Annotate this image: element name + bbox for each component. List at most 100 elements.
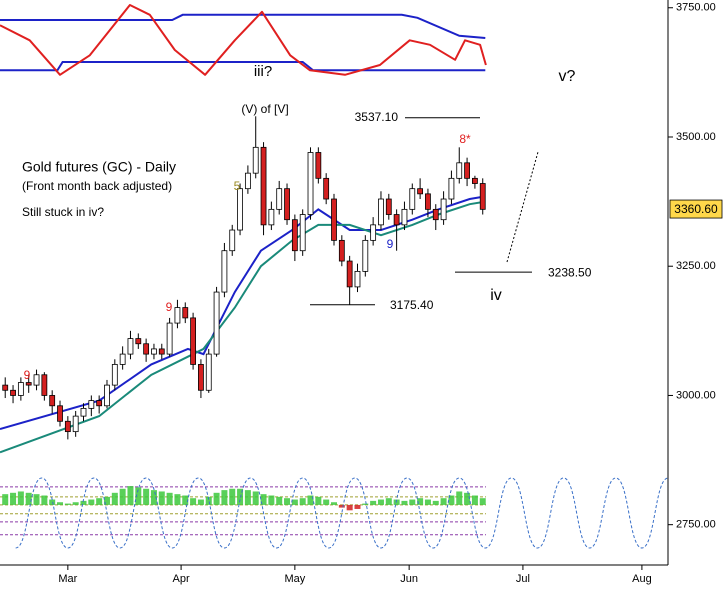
histogram-bar [166,492,173,505]
histogram-bar [158,491,165,505]
histogram-bar [260,494,267,505]
histogram-bar [182,495,189,505]
histogram-bar [291,499,298,505]
candle-body [260,146,267,226]
candle-body [127,338,134,355]
histogram-bar [205,496,212,505]
wave-label: v? [559,68,576,85]
histogram-bar [464,492,471,505]
lower-band [0,61,486,72]
histogram-bar [64,503,71,505]
y-tick-label: 3750.00 [676,2,716,14]
candle-body [268,208,275,226]
wave-label: 8* [459,132,471,146]
histogram-bar [2,494,9,505]
histogram-bar [213,492,220,505]
candle-body [190,317,196,365]
candle-body [479,183,486,210]
x-tick-label: May [284,573,305,585]
histogram-bar [448,495,455,505]
histogram-bar [315,496,322,505]
histogram-bar [409,499,416,505]
histogram-bar [88,499,95,505]
candle-body [213,291,220,355]
histogram-bar [80,500,87,505]
histogram-bar [299,498,306,505]
candle-body [440,198,447,221]
histogram-bar [471,495,478,505]
candle-body [432,208,439,221]
candle-body [315,152,322,179]
chart-note: Still stuck in iv? [22,205,104,219]
oscillator-line [0,4,487,76]
histogram-bar [49,499,56,505]
histogram-bar [432,500,439,505]
candle-body [276,188,283,210]
histogram-bar [284,498,291,505]
level-label: 3537.10 [355,110,399,124]
candle-body [143,343,150,355]
candle-body [354,270,361,288]
moving-average [0,200,486,454]
candle-body [393,214,400,226]
candle-body [64,420,71,433]
histogram-bar [10,492,17,505]
histogram-bar [197,499,204,505]
histogram-bar [377,499,384,505]
histogram-bar [362,503,369,505]
candle-body [119,353,126,365]
candle-body [338,239,345,262]
histogram-bar [385,498,392,505]
candle-body [166,322,173,355]
candle-body [80,407,87,417]
candle-body [10,389,16,396]
candle-body [346,260,353,288]
candle-body [205,353,212,391]
histogram-bar [354,504,361,509]
candle-body [17,382,24,396]
wave-label: 9 [387,237,394,251]
y-tick-label: 2750.00 [676,519,716,531]
projection-line [506,151,539,263]
wave-label: (V) of [V] [241,102,288,116]
histogram-bar [150,490,157,505]
histogram-bar [276,496,283,505]
candle-body [331,198,337,241]
candle-body [385,198,392,215]
candle-body [299,214,306,252]
candle-body [174,307,181,324]
histogram-bar [17,491,24,505]
candle-body [448,177,455,200]
wave-label: 9 [166,300,173,314]
candle-body [425,193,431,210]
chart-title: Gold futures (GC) - Daily [22,159,176,175]
candle-body [158,348,165,355]
candle-body [307,152,314,215]
candle-body [25,382,32,386]
candle-body [409,188,416,210]
candle-body [229,229,236,252]
candle-body [198,364,204,391]
level-label: 3238.50 [548,265,592,279]
last-price-label: 3360.60 [674,202,718,216]
candle-body [104,384,110,407]
histogram-bar [323,499,330,505]
histogram-bar [174,494,181,505]
candle-body [41,374,48,396]
candle-body [2,384,9,391]
last-price-tag [669,199,723,219]
histogram-bar [252,491,259,505]
histogram-bar [268,495,275,505]
cycle-line [15,477,669,549]
candle-body [378,198,384,226]
histogram-bar [127,486,134,505]
candle-body [33,374,40,386]
histogram-bar [143,488,150,505]
histogram-bar [96,498,103,505]
candle-body [370,224,377,241]
candle-body [182,307,189,319]
candle-body [72,415,79,433]
candle-body [88,400,95,409]
candle-body [464,162,470,179]
